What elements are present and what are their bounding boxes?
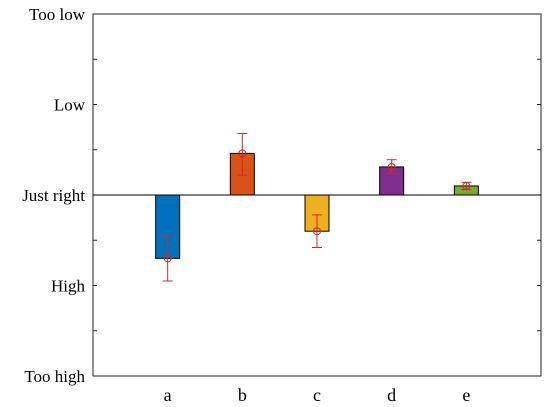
mean-marker xyxy=(387,162,396,171)
x-tick-label: e xyxy=(462,385,470,405)
y-tick-label: Just right xyxy=(22,186,85,205)
y-tick-labels: Too low Low Just right High Too high xyxy=(22,5,86,386)
mean-marker xyxy=(462,181,471,190)
y-tick-label: Low xyxy=(54,96,86,115)
mean-marker xyxy=(313,227,321,236)
mean-marker xyxy=(163,254,172,263)
y-tick-label: High xyxy=(51,277,86,296)
x-tick-label: a xyxy=(164,385,172,405)
x-tick-label: d xyxy=(387,385,396,405)
y-tick-label: Too high xyxy=(24,367,85,386)
error-bars xyxy=(162,132,472,282)
mean-marker xyxy=(238,149,247,158)
x-tick-labels: a b c d e xyxy=(164,385,471,405)
x-tick-label: c xyxy=(313,385,321,405)
y-tick-label: Too low xyxy=(29,5,86,24)
x-tick-label: b xyxy=(238,385,247,405)
